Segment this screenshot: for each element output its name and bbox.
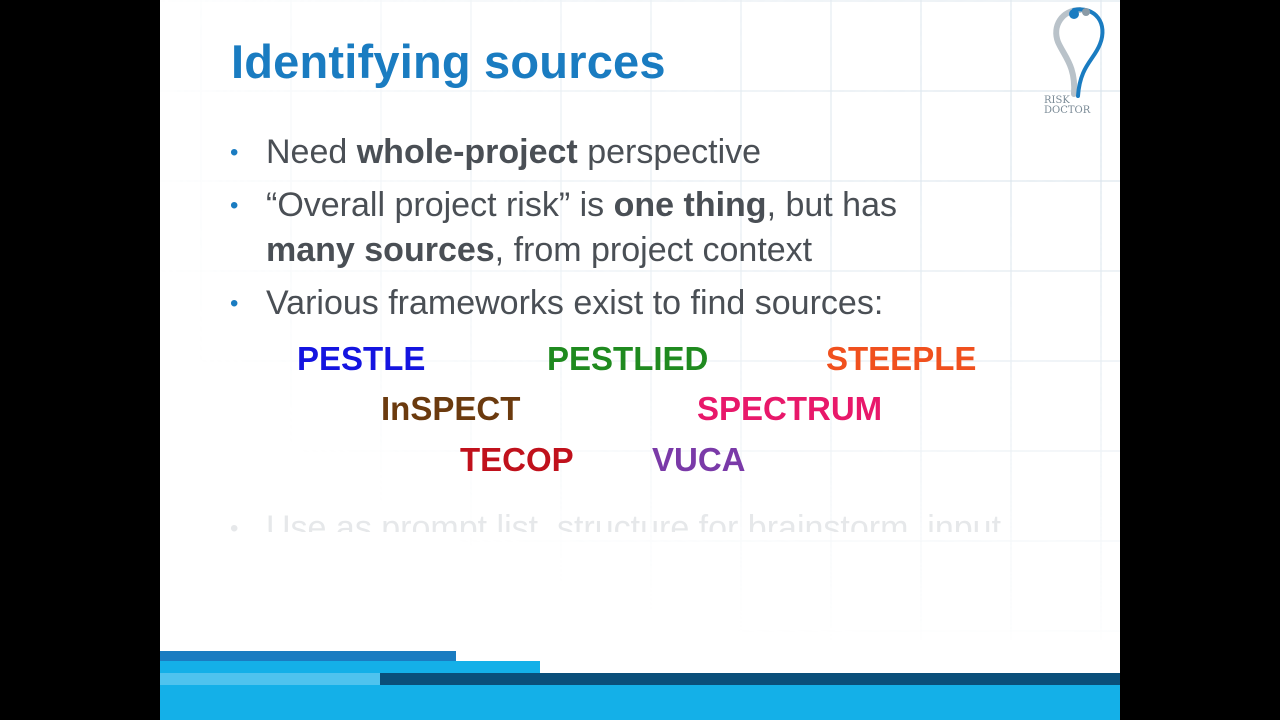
framework-tecop: TECOP: [460, 441, 574, 478]
footer-band-blue: [160, 651, 456, 661]
bullet-dot-icon: •: [230, 290, 239, 317]
grid-background: [160, 0, 1120, 640]
bullet-whole-project: • Need whole-project perspective: [230, 130, 1090, 175]
slide-title: Identifying sources: [231, 35, 666, 88]
framework-pestlied: PESTLIED: [547, 340, 709, 377]
presentation-slide: Identifying sources RISK DOCTOR • Need w…: [160, 0, 1120, 720]
framework-spectrum: SPECTRUM: [697, 390, 883, 427]
bullet-dot-icon: •: [230, 139, 239, 166]
logo-line-risk: RISK: [1044, 95, 1070, 106]
bullet-bold-text: one thing: [613, 186, 767, 224]
footer-band-light: [160, 673, 380, 685]
faded-bullet-text: Use as prompt list, structure for brains…: [266, 509, 1002, 532]
footer-band-cyan-bottom: [160, 685, 1120, 720]
footer-band-navy: [380, 673, 1120, 685]
risk-doctor-logo-icon: [1053, 7, 1105, 98]
framework-steeple: STEEPLE: [826, 340, 977, 377]
bullet-text: “Overall project risk” is: [266, 186, 614, 224]
bullet-text: Various frameworks exist to find sources…: [266, 284, 884, 322]
bullet-dot-icon: •: [230, 515, 239, 532]
bullet-overall-risk: • “Overall project risk” is one thing, b…: [230, 183, 1090, 273]
logo-text: RISK DOCTOR: [1044, 96, 1104, 116]
framework-inspect: InSPECT: [381, 390, 521, 427]
framework-pestle: PESTLE: [297, 340, 426, 377]
bullet-frameworks: • Various frameworks exist to find sourc…: [230, 281, 1090, 326]
footer-band-cyan-top: [160, 661, 540, 673]
bullet-text: , from project context: [494, 231, 813, 269]
faded-bullet: • Use as prompt list, structure for brai…: [230, 506, 1090, 532]
bullet-dot-icon: •: [230, 192, 239, 219]
framework-vuca: VUCA: [652, 441, 746, 478]
logo-line-doctor: DOCTOR: [1044, 105, 1091, 116]
bullet-bold-text: whole-project: [356, 133, 578, 171]
bullet-text: Need: [266, 133, 357, 171]
bullet-list: • Need whole-project perspective • “Over…: [230, 130, 1090, 334]
bullet-text: perspective: [577, 133, 762, 171]
bullet-bold-text: many sources: [266, 231, 495, 269]
bullet-text: , but has: [766, 186, 897, 224]
